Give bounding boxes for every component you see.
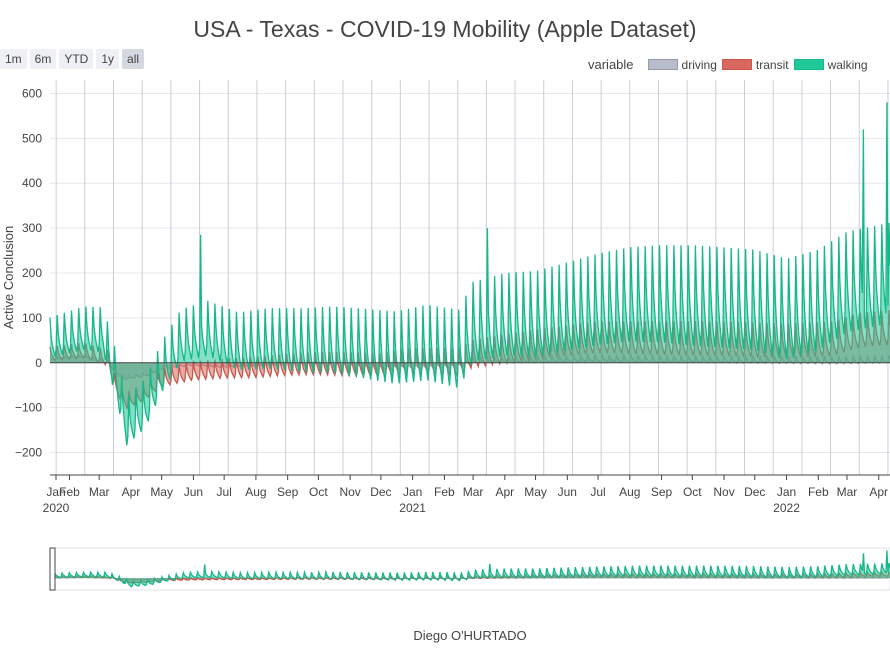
y-tick-label: −100 [15, 401, 42, 415]
legend-item-transit[interactable]: transit [721, 57, 789, 72]
x-tick-label: Jun [558, 485, 577, 499]
x-tick-label: Mar [837, 485, 858, 499]
x-tick-label: Feb [434, 485, 455, 499]
x-tick-label: Apr [122, 485, 141, 499]
x-tick-label: Oct [309, 485, 328, 499]
x-tick-label: Oct [683, 485, 702, 499]
range-button-6m[interactable]: 6m [29, 49, 57, 69]
x-tick-label: May [524, 485, 547, 499]
legend-label-walking: walking [827, 57, 868, 72]
x-tick-label: Dec [370, 485, 391, 499]
range-selector: 1m 6m YTD 1y all [0, 49, 145, 69]
x-tick-label: Jan [403, 485, 422, 499]
legend: variable driving transit walking [588, 57, 873, 72]
legend-label-transit: transit [755, 57, 789, 72]
x-tick-label: Aug [619, 485, 640, 499]
x-tick-label: May [150, 485, 173, 499]
legend-item-walking[interactable]: walking [793, 57, 868, 72]
range-handle-left[interactable] [49, 547, 56, 591]
x-tick-label: Mar [89, 485, 110, 499]
y-axis: −200 −100 0 100 200 300 400 500 600 Active Conclu… [1, 86, 42, 459]
x-axis: Jan 2020 Feb Mar Apr May Jun Jul Aug Sep Oct Nov Dec… [43, 475, 888, 515]
x-tick-label: Feb [59, 485, 80, 499]
x-tick-label: Jan [46, 485, 65, 499]
x-tick-label: Jul [216, 485, 231, 499]
x-tick-label: Nov [339, 485, 360, 499]
grid-lines [50, 80, 890, 475]
x-tick-year-label: 2021 [399, 501, 426, 515]
y-tick-label: 400 [22, 176, 42, 190]
x-tick-label: Mar [463, 485, 484, 499]
x-tick-label: Jan [777, 485, 796, 499]
range-slider [49, 547, 890, 591]
series-line-walking [49, 102, 890, 446]
x-tick-label: Dec [744, 485, 765, 499]
range-slider-background [54, 547, 890, 591]
range-button-1y[interactable]: 1y [96, 49, 120, 69]
range-series-line-walking [54, 550, 890, 588]
x-tick-label: Nov [713, 485, 734, 499]
x-tick-year-label: 2020 [43, 501, 70, 515]
author-credit: Diego O'HURTADO [413, 628, 527, 643]
plot-area [49, 102, 890, 446]
x-tick-label: Aug [245, 485, 266, 499]
range-button-1m[interactable]: 1m [0, 49, 27, 69]
series-area-walking [50, 102, 890, 446]
legend-item-driving[interactable]: driving [647, 57, 717, 72]
x-tick-label: Jun [184, 485, 203, 499]
range-button-ytd[interactable]: YTD [59, 49, 94, 69]
y-tick-label: 100 [22, 311, 42, 325]
y-tick-label: −200 [15, 446, 42, 460]
y-tick-label: 600 [22, 86, 42, 100]
chart-title: USA - Texas - COVID-19 Mobility (Apple D… [193, 16, 697, 42]
y-tick-label: 300 [22, 221, 42, 235]
y-tick-label: 200 [22, 266, 42, 280]
legend-swatch-transit [721, 59, 752, 70]
x-tick-label: Sep [651, 485, 673, 499]
legend-swatch-driving [647, 59, 678, 70]
y-tick-label: 500 [22, 131, 42, 145]
x-tick-label: Feb [808, 485, 829, 499]
range-button-all[interactable]: all [122, 49, 145, 69]
y-axis-title: Active Conclusion [1, 226, 16, 329]
y-tick-label: 0 [35, 356, 42, 370]
legend-label-driving: driving [681, 57, 717, 72]
x-tick-label: Apr [495, 485, 514, 499]
x-tick-label: Apr [869, 485, 888, 499]
x-tick-year-label: 2022 [773, 501, 800, 515]
legend-title: variable [588, 57, 634, 72]
x-tick-label: Sep [277, 485, 299, 499]
legend-swatch-walking [793, 59, 824, 70]
x-tick-label: Jul [590, 485, 605, 499]
range-series-area-walking [55, 550, 890, 587]
